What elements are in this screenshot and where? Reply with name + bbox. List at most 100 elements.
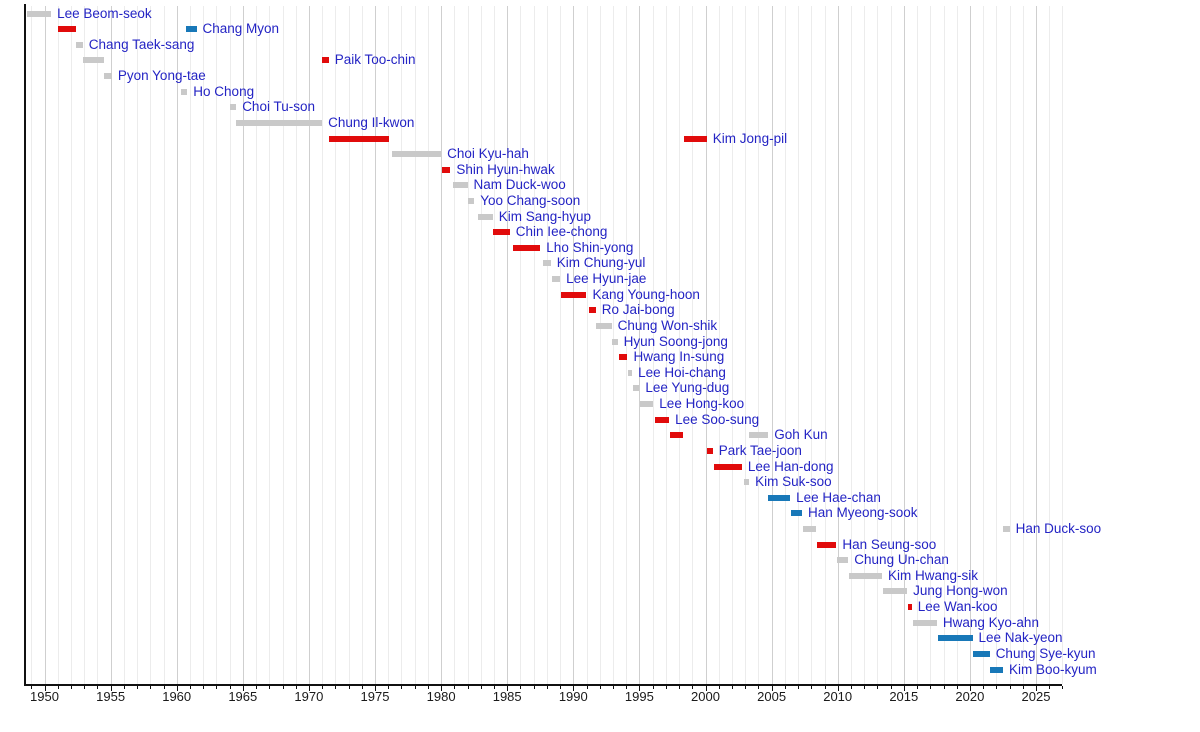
x-axis-tick — [903, 686, 905, 691]
pm-name-label: Hwang Kyo-ahn — [942, 614, 1039, 630]
pm-name-label: Kim Chung-yul — [556, 255, 646, 271]
x-axis-tick-label: 1995 — [624, 689, 654, 704]
x-axis-tick-label: 1990 — [558, 689, 588, 704]
x-axis-tick — [665, 686, 667, 689]
x-axis-tick-label: 1960 — [162, 689, 192, 704]
gridline-minor — [203, 6, 205, 684]
pm-name-label: Lho Shin-yong — [546, 239, 634, 255]
y-axis-line — [24, 4, 26, 685]
gridline-minor — [956, 6, 958, 684]
gridline-minor — [943, 6, 945, 684]
gridline-major — [771, 6, 773, 684]
gridline-minor — [533, 6, 535, 684]
term-bar — [837, 557, 849, 564]
x-axis-tick — [467, 686, 469, 689]
x-axis-tick-label: 1950 — [30, 689, 59, 704]
gridline-minor — [348, 6, 350, 684]
gridline-minor — [480, 6, 482, 684]
pm-name-label: Yoo Chang-soon — [480, 192, 581, 208]
x-axis-tick — [930, 686, 932, 689]
x-axis-tick — [44, 686, 46, 691]
gridline-major — [969, 6, 971, 684]
gridline-minor — [626, 6, 628, 684]
term-bar — [552, 276, 560, 282]
x-axis-tick — [1009, 686, 1011, 689]
x-axis-tick — [692, 686, 694, 689]
gridline-minor — [256, 6, 257, 684]
pm-name-label: Ho Chong — [193, 83, 255, 99]
term-bar — [542, 260, 551, 267]
term-bar — [27, 10, 52, 17]
gridline-minor — [665, 6, 667, 684]
x-axis-tick — [1049, 686, 1051, 689]
pm-name-label: Kim Jong-pil — [712, 130, 788, 146]
term-bar — [229, 104, 237, 111]
x-axis-tick — [560, 686, 562, 689]
pm-name-label: Lee Hoi-chang — [638, 364, 726, 380]
gridline-minor — [850, 6, 852, 684]
term-bar — [478, 213, 493, 220]
gridline-minor — [983, 6, 985, 684]
gridline-minor — [454, 6, 456, 684]
gridline-minor — [877, 6, 879, 684]
term-bar — [561, 291, 587, 298]
gridline-minor — [401, 6, 403, 684]
gridline-major — [44, 6, 46, 684]
pm-name-label: Lee Beom-seok — [57, 5, 152, 21]
x-axis-tick — [877, 686, 879, 689]
term-bar — [632, 385, 640, 392]
pm-name-label: Chung Sye-kyun — [995, 645, 1096, 661]
gridline-minor — [163, 6, 165, 684]
x-axis-tick — [480, 686, 482, 689]
x-axis-tick — [31, 686, 33, 689]
x-axis-line — [24, 684, 1063, 686]
x-axis-tick — [956, 686, 958, 689]
x-axis-tick — [679, 686, 681, 689]
x-axis-tick — [1022, 686, 1024, 689]
term-bar — [848, 572, 882, 579]
pm-name-label: Lee Hong-koo — [659, 396, 745, 411]
x-axis-tick — [216, 686, 218, 689]
x-axis-tick — [890, 686, 892, 689]
term-bar — [453, 182, 468, 189]
term-bar — [990, 666, 1003, 673]
gridline-minor — [97, 6, 99, 684]
x-axis-tick — [798, 686, 799, 689]
term-bar — [937, 635, 973, 642]
x-axis-tick — [533, 686, 535, 689]
term-bar — [882, 588, 908, 595]
x-axis-tick — [745, 686, 747, 689]
gridline-minor — [652, 6, 654, 684]
pm-name-label: Chang Myon — [202, 21, 280, 37]
gridline-major — [308, 6, 310, 684]
term-bar — [714, 463, 742, 470]
pm-name-label: Kim Hwang-sik — [888, 567, 979, 583]
x-axis-tick — [1036, 686, 1037, 691]
pm-name-label: Hwang In-sung — [633, 349, 725, 365]
x-axis-tick — [613, 686, 614, 689]
term-bar — [322, 57, 329, 64]
x-axis-tick — [414, 686, 416, 689]
gridline-minor — [784, 6, 786, 684]
x-axis-tick — [361, 686, 363, 689]
x-axis-tick — [123, 686, 125, 689]
x-axis-tick — [573, 686, 575, 691]
pm-name-label: Goh Kun — [774, 427, 828, 443]
pm-name-label: Kang Young-hoon — [592, 286, 700, 302]
pm-name-label: Han Myeong-sook — [808, 505, 918, 521]
gridline-minor — [731, 6, 733, 684]
pm-name-label: Chung Won-shik — [617, 317, 718, 333]
x-axis-tick — [824, 686, 826, 689]
term-bar — [768, 494, 791, 501]
x-axis-tick — [348, 686, 350, 689]
pm-name-label: Chung Un-chan — [854, 552, 949, 568]
x-axis-tick — [322, 686, 324, 689]
gridline-minor — [930, 6, 932, 684]
pm-name-label: Kim Boo-kyum — [1009, 661, 1097, 677]
x-axis-tick — [388, 686, 390, 689]
x-axis-tick — [705, 686, 707, 691]
x-axis-tick — [308, 686, 310, 691]
term-bar — [816, 541, 837, 548]
gridline-minor — [546, 6, 548, 684]
